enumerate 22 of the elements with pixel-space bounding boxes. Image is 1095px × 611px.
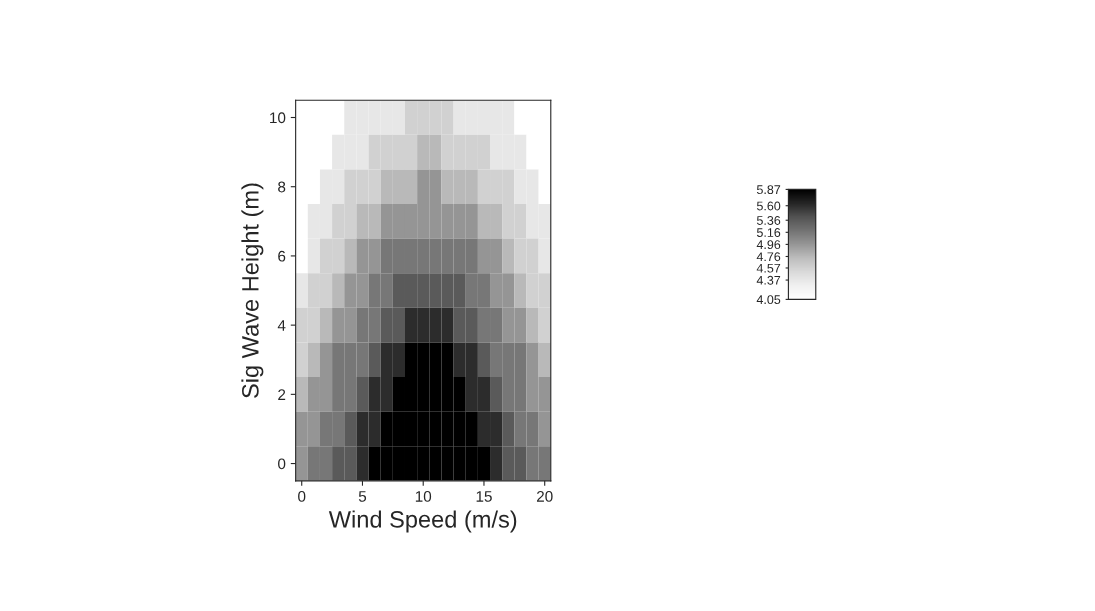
color-bar-label: 5.87: [756, 185, 781, 195]
color-bar-label: 4.76: [756, 252, 781, 262]
x-tick-label: 15: [476, 491, 492, 502]
color-bar-label: 5.60: [756, 201, 781, 211]
color-bar-label: 5.16: [756, 228, 781, 237]
y-axis-title: Sig Wave Height (m): [241, 183, 264, 398]
y-tick-label: 8: [278, 181, 286, 193]
x-tick-label: 10: [415, 490, 432, 502]
color-bar-label: 4.05: [756, 295, 781, 305]
color-bar-label: 4.57: [756, 263, 781, 273]
x-axis-title: Wind Speed (m/s): [328, 510, 517, 533]
y-tick-label: 4: [277, 320, 286, 331]
color-bar-label: 4.37: [756, 275, 781, 285]
color-bar-label: 5.36: [756, 216, 781, 225]
x-tick-label: 0: [298, 490, 306, 502]
x-tick-label: 20: [536, 490, 553, 502]
y-tick-label: 6: [278, 250, 286, 262]
y-tick-label: 10: [270, 112, 286, 124]
y-tick-label: 0: [278, 458, 286, 470]
y-tick-label: 2: [278, 389, 286, 400]
x-tick-label: 5: [358, 491, 367, 502]
color-bar-label: 4.96: [756, 240, 781, 250]
